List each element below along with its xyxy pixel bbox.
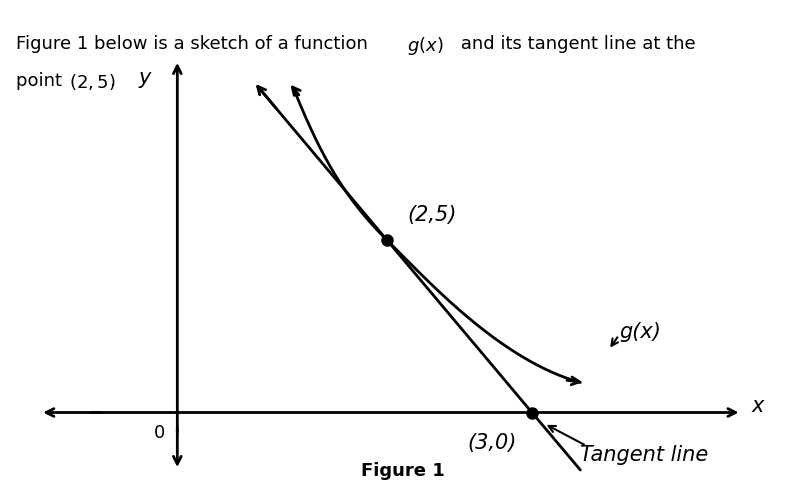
- Text: point: point: [16, 72, 68, 90]
- Text: Figure 1: Figure 1: [361, 462, 445, 480]
- Text: (2,5): (2,5): [407, 205, 456, 225]
- Text: y: y: [139, 68, 152, 87]
- Text: $(2,5)$: $(2,5)$: [69, 72, 115, 92]
- Text: 0: 0: [154, 424, 165, 442]
- Text: $g(x)$: $g(x)$: [407, 35, 443, 57]
- Text: Tangent line: Tangent line: [580, 445, 708, 465]
- Text: .: .: [109, 72, 114, 90]
- Text: (3,0): (3,0): [467, 432, 517, 452]
- Text: and its tangent line at the: and its tangent line at the: [455, 35, 696, 53]
- Text: Figure 1 below is a sketch of a function: Figure 1 below is a sketch of a function: [16, 35, 374, 53]
- Text: g(x): g(x): [619, 322, 661, 342]
- Text: x: x: [751, 396, 763, 416]
